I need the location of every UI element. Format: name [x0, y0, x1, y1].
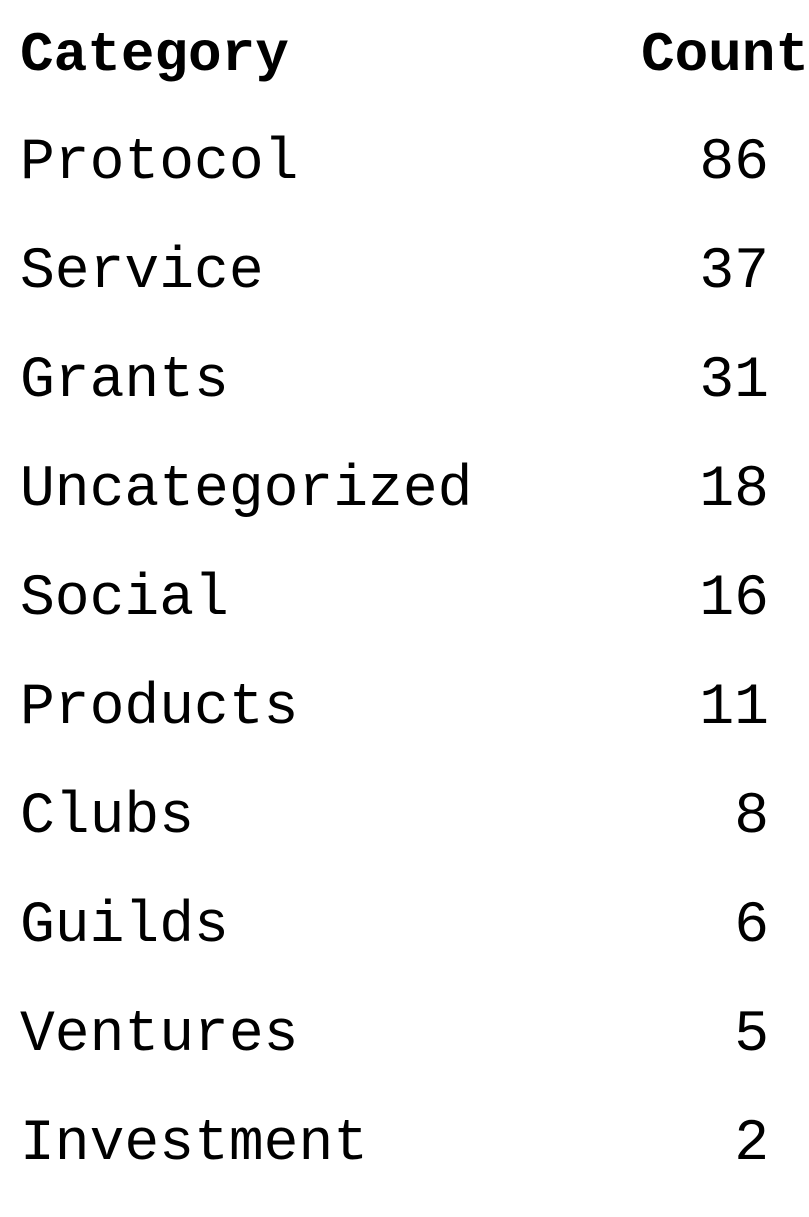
category-cell: Products	[20, 676, 299, 741]
count-cell: 37	[699, 240, 769, 305]
category-cell: Grants	[20, 349, 229, 414]
table-row: Clubs 8	[20, 764, 809, 873]
category-cell: Social	[20, 567, 229, 632]
category-cell: Ventures	[20, 1003, 299, 1068]
table-row: Service 37	[20, 219, 809, 328]
count-cell: 86	[699, 131, 769, 196]
table-header-row: Category Count	[20, 0, 809, 110]
category-cell: Guilds	[20, 894, 229, 959]
category-cell: Uncategorized	[20, 458, 473, 523]
table-row: Products 11	[20, 655, 809, 764]
count-cell: 2	[734, 1112, 769, 1177]
table-row: Social 16	[20, 546, 809, 655]
count-cell: 6	[734, 894, 769, 959]
count-cell: 31	[699, 349, 769, 414]
table-row: Protocol 86	[20, 110, 809, 219]
category-cell: Service	[20, 240, 264, 305]
category-cell: Protocol	[20, 131, 299, 196]
count-cell: 5	[734, 1003, 769, 1068]
category-cell: Clubs	[20, 785, 195, 850]
count-column-header: Count	[640, 23, 809, 87]
count-cell: 8	[734, 785, 769, 850]
table-row: Investment 2	[20, 1091, 809, 1200]
count-cell: 18	[699, 458, 769, 523]
table-row: Ventures 5	[20, 982, 809, 1091]
count-cell: 11	[699, 676, 769, 741]
table-row: Grants 31	[20, 328, 809, 437]
count-cell: 16	[699, 567, 769, 632]
table-row: Guilds 6	[20, 873, 809, 982]
category-cell: Investment	[20, 1112, 369, 1177]
table-row: Uncategorized 18	[20, 437, 809, 546]
category-column-header: Category	[20, 23, 289, 87]
category-count-table: Category Count Protocol 86 Service 37 Gr…	[20, 0, 809, 1200]
